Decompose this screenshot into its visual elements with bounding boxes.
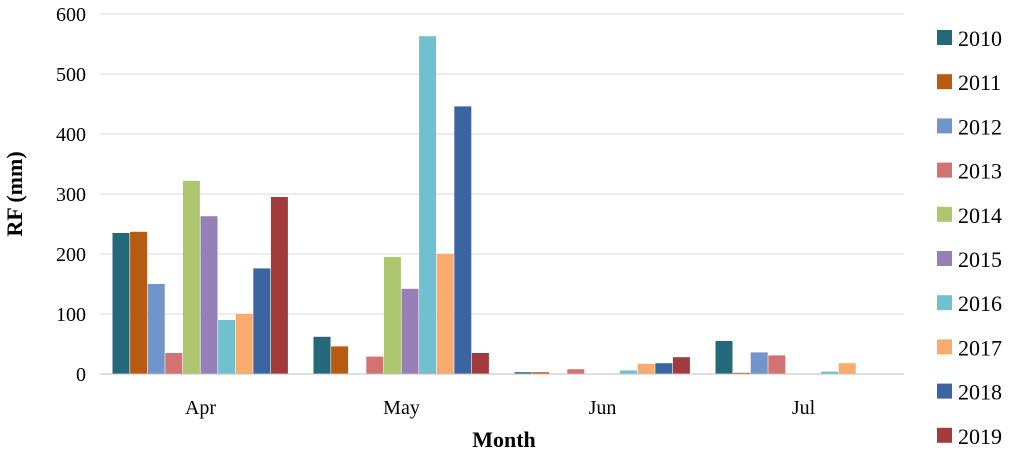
bar-2018-may xyxy=(454,106,472,375)
y-axis-tick-labels: 0 100 200 300 400 500 600 xyxy=(56,4,86,386)
bar-2019-may xyxy=(471,353,489,374)
y-axis-title: RF (mm) xyxy=(2,151,27,236)
bar-2016-jul xyxy=(821,371,839,374)
legend-swatch xyxy=(937,30,952,45)
x-tick-label: May xyxy=(383,397,420,419)
bar-2019-jun xyxy=(672,357,690,374)
bar-2013-jul xyxy=(768,355,786,374)
legend-label: 2017 xyxy=(958,335,1002,360)
bar-2011-apr xyxy=(130,231,148,374)
legend-swatch xyxy=(937,339,952,355)
legend: 2010 2011 2012 2013 2014 2015 2016 2017 2018 2019 xyxy=(937,26,1002,449)
legend-swatch xyxy=(937,383,952,399)
x-tick-label: Jul xyxy=(792,397,816,419)
bar-2016-may xyxy=(419,36,437,374)
legend-swatch xyxy=(937,295,952,311)
x-axis-title: Month xyxy=(472,427,536,452)
bar-2018-jun xyxy=(655,363,673,374)
bar-2013-may xyxy=(366,356,384,374)
legend-label: 2015 xyxy=(958,247,1002,272)
legend-label: 2011 xyxy=(958,70,1001,95)
legend-swatch xyxy=(937,427,952,443)
bar-2017-jun xyxy=(637,363,655,374)
bar-2018-apr xyxy=(253,268,271,374)
bar-2013-jun xyxy=(567,369,585,374)
legend-label: 2013 xyxy=(958,159,1002,184)
gridlines xyxy=(100,13,904,315)
y-tick-label: 200 xyxy=(56,244,86,266)
x-tick-label: Apr xyxy=(185,397,216,419)
x-axis-tick-labels: Apr May Jun Jul xyxy=(185,397,816,419)
legend-swatch xyxy=(937,74,952,90)
y-tick-label: 600 xyxy=(56,4,86,26)
y-tick-label: 100 xyxy=(56,304,86,326)
bar-2010-may xyxy=(313,336,331,374)
legend-swatch xyxy=(937,118,952,134)
legend-label: 2018 xyxy=(958,380,1002,405)
bar-2017-jul xyxy=(838,363,856,374)
legend-label: 2019 xyxy=(958,424,1002,449)
legend-label: 2010 xyxy=(958,26,1002,51)
y-tick-label: 0 xyxy=(76,364,86,386)
bar-2014-apr xyxy=(182,180,200,374)
legend-swatch xyxy=(937,206,952,222)
bar-2010-apr xyxy=(112,233,130,374)
y-tick-label: 300 xyxy=(56,184,86,206)
bar-2010-jun xyxy=(514,372,532,374)
legend-label: 2012 xyxy=(958,114,1002,139)
bar-2015-may xyxy=(401,288,419,374)
bar-2016-jun xyxy=(620,370,638,374)
bar-2011-jul xyxy=(733,372,751,374)
bar-2012-apr xyxy=(147,284,165,374)
legend-label: 2016 xyxy=(958,291,1002,316)
bar-2015-apr xyxy=(200,216,218,374)
bar-2010-jul xyxy=(715,341,733,374)
bars xyxy=(112,36,856,375)
bar-2016-apr xyxy=(218,320,236,374)
bar-2013-apr xyxy=(165,353,183,374)
legend-swatch xyxy=(937,162,952,178)
bar-2017-may xyxy=(436,254,454,374)
bar-2011-jun xyxy=(532,372,550,374)
legend-swatch xyxy=(937,251,952,266)
x-tick-label: Jun xyxy=(589,397,617,419)
y-tick-label: 400 xyxy=(56,124,86,146)
bar-2012-jul xyxy=(750,352,768,374)
bar-2014-may xyxy=(383,257,401,374)
bar-2017-apr xyxy=(235,314,253,374)
bar-2011-may xyxy=(331,346,349,374)
legend-label: 2014 xyxy=(958,203,1002,228)
y-tick-label: 500 xyxy=(56,64,86,86)
bar-2019-apr xyxy=(270,197,288,374)
